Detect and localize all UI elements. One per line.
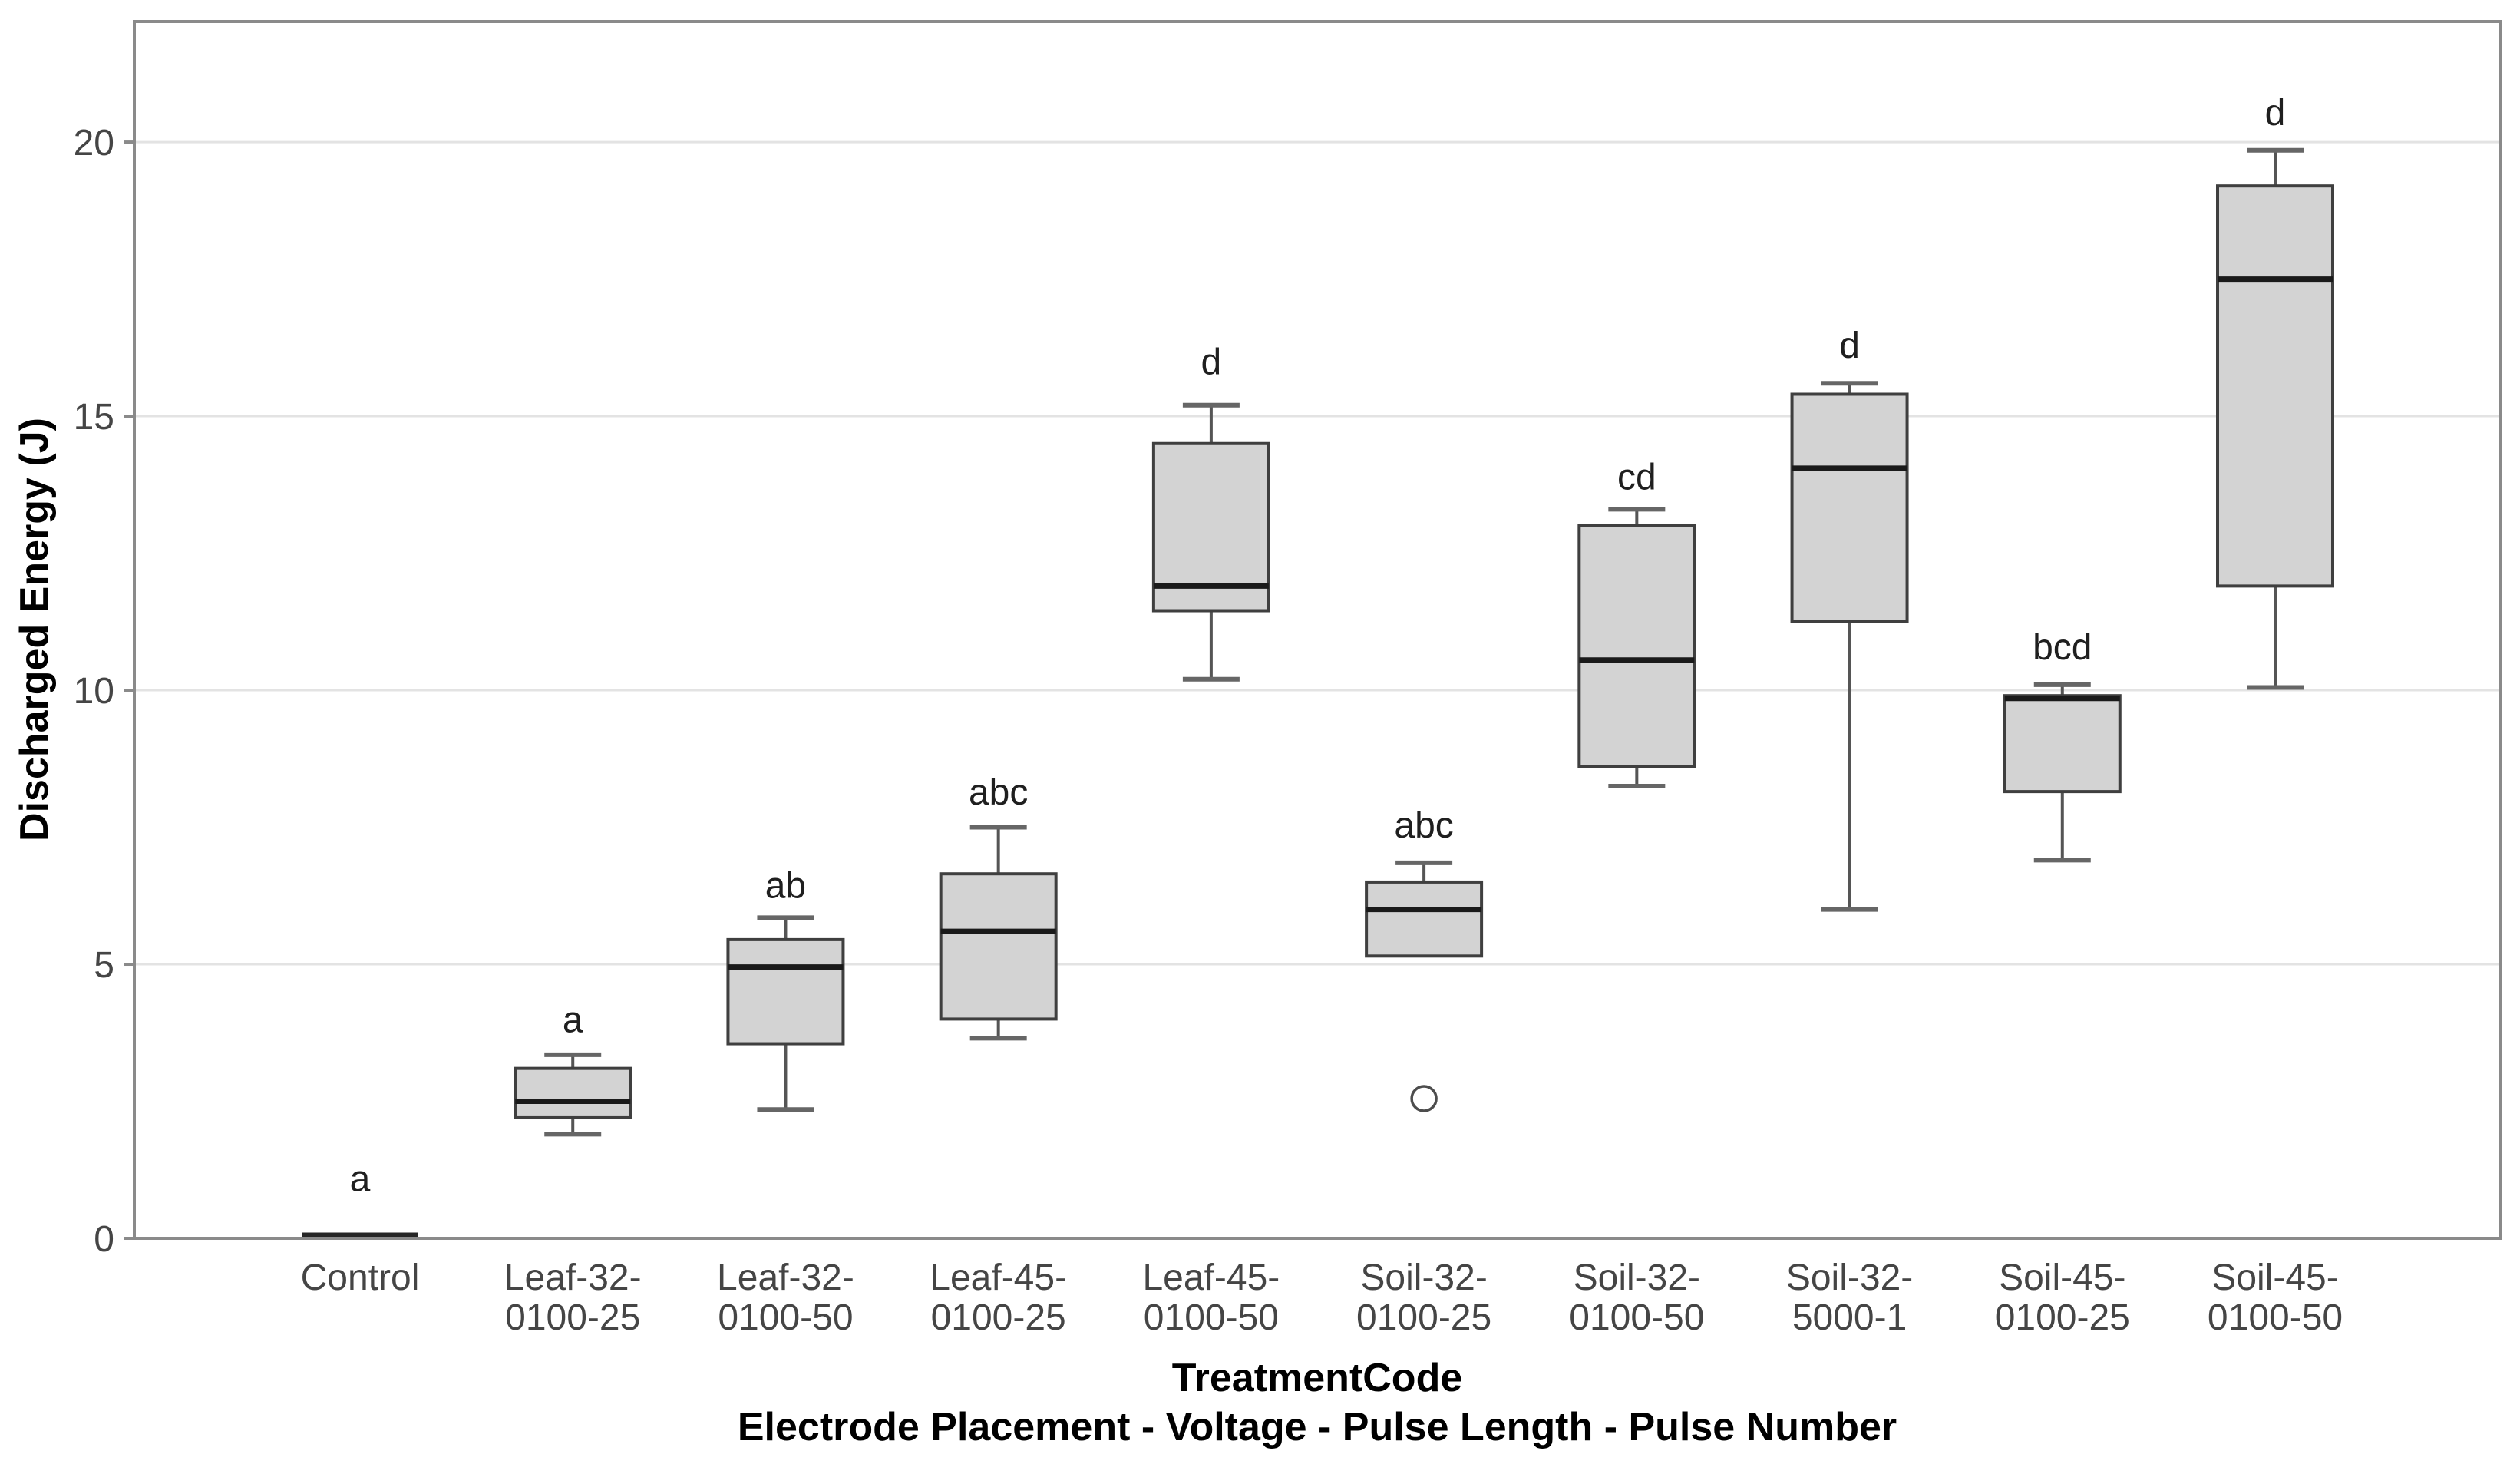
gridlines-layer	[134, 140, 2501, 966]
iqr-box	[1151, 441, 1270, 613]
plot-frame-layer	[133, 20, 2502, 1240]
x-tick-label-Leaf-32-0100-50-line1: Leaf-32-	[717, 1257, 854, 1298]
significance-letter: cd	[1617, 458, 1656, 498]
significance-letter: bcd	[2033, 627, 2092, 668]
box-group-Soil-32-0100-50: cd	[1577, 458, 1696, 788]
x-tick-label-Soil-45-0100-25-line2: 0100-25	[1995, 1297, 2130, 1338]
box-group-Leaf-45-0100-50: d	[1151, 342, 1270, 682]
iqr-box	[939, 872, 1058, 1021]
significance-letter: abc	[969, 772, 1028, 813]
x-tick-label-Soil-32-5000-1-line1: Soil-32-	[1786, 1257, 1913, 1298]
box-group-Soil-32-5000-1: d	[1790, 326, 1909, 912]
y-tick-label-10: 10	[74, 671, 114, 712]
iqr-box	[514, 1066, 632, 1119]
box-group-Leaf-32-0100-50: ab	[726, 865, 845, 1112]
significance-letter: d	[1201, 342, 1222, 383]
box-group-Soil-32-0100-25: abc	[1365, 805, 1484, 1112]
y-axis-ticks-layer: 0 5 10 15 20	[74, 123, 134, 1260]
box-group-Soil-45-0100-50: d	[2216, 93, 2334, 690]
iqr-box	[2003, 694, 2122, 794]
x-axis-labels-layer: Control Leaf-32-0100-25Leaf-32-0100-50Lea…	[301, 1257, 2343, 1338]
x-tick-label-Leaf-32-0100-25-line2: 0100-25	[505, 1297, 640, 1338]
x-tick-label-Leaf-45-0100-25-line2: 0100-25	[931, 1297, 1066, 1338]
x-tick-label-Soil-45-0100-50-line1: Soil-45-	[2211, 1257, 2338, 1298]
x-tick-label-Leaf-32-0100-50-line2: 0100-50	[718, 1297, 853, 1338]
boxplots-layer: a a ab abc d abc cd d bcd d	[302, 93, 2334, 1240]
significance-letter: d	[2265, 93, 2286, 134]
y-tick-label-5: 5	[94, 945, 114, 986]
x-tick-label-Control-line1: Control	[301, 1257, 420, 1298]
iqr-box	[726, 937, 845, 1046]
iqr-box	[2216, 184, 2334, 588]
plot-frame	[133, 20, 2502, 1240]
iqr-box	[1790, 392, 1909, 623]
box-group-Control: a	[302, 1158, 418, 1240]
x-tick-label-Leaf-32-0100-25-line1: Leaf-32-	[504, 1257, 642, 1298]
x-tick-label-Soil-45-0100-25-line1: Soil-45-	[1999, 1257, 2125, 1298]
significance-letter: a	[350, 1158, 371, 1199]
y-tick-label-15: 15	[74, 397, 114, 438]
box-group-Leaf-32-0100-25: a	[514, 1000, 632, 1137]
box-group-Leaf-45-0100-25: abc	[939, 772, 1058, 1041]
x-tick-label-Leaf-45-0100-25-line1: Leaf-45-	[930, 1257, 1067, 1298]
x-tick-label-Soil-45-0100-50-line2: 0100-50	[2208, 1297, 2343, 1338]
x-tick-label-Soil-32-5000-1-line2: 5000-1	[1792, 1297, 1907, 1338]
y-tick-label-20: 20	[74, 123, 114, 164]
iqr-box	[1365, 880, 1484, 958]
significance-letter: a	[563, 1000, 583, 1040]
x-tick-label-Soil-32-0100-25-line2: 0100-25	[1356, 1297, 1491, 1338]
x-tick-label-Leaf-45-0100-50-line2: 0100-50	[1144, 1297, 1279, 1338]
x-tick-label-Leaf-45-0100-50-line1: Leaf-45-	[1142, 1257, 1280, 1298]
significance-letter: ab	[765, 865, 806, 906]
y-axis-title: Discharged Energy (J)	[12, 418, 57, 841]
box-group-Soil-45-0100-25: bcd	[2003, 627, 2122, 863]
x-tick-label-Soil-32-0100-50-line1: Soil-32-	[1574, 1257, 1700, 1298]
significance-letter: d	[1839, 326, 1860, 366]
x-axis-subtitle: Electrode Placement - Voltage - Pulse Le…	[738, 1405, 1897, 1449]
significance-letter: abc	[1394, 805, 1453, 846]
y-tick-label-0: 0	[94, 1219, 114, 1260]
iqr-box	[1577, 524, 1696, 768]
outlier-point-0	[1410, 1085, 1438, 1112]
x-axis-title: TreatmentCode	[1172, 1356, 1463, 1400]
x-tick-label-Soil-32-0100-25-line1: Soil-32-	[1360, 1257, 1487, 1298]
x-tick-label-Soil-32-0100-50-line2: 0100-50	[1569, 1297, 1704, 1338]
